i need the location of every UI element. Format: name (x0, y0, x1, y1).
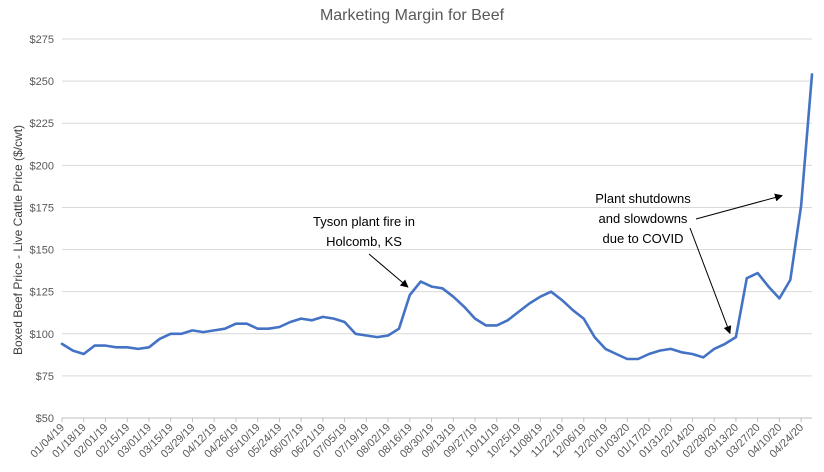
annotation-arrow (695, 193, 783, 220)
x-axis-ticks: 01/04/1901/18/1902/01/1902/15/1903/01/19… (28, 418, 806, 460)
annotation-text: Holcomb, KS (326, 234, 402, 249)
annotation-text: Plant shutdowns (595, 191, 691, 206)
y-axis-ticks: $50 $75 $100 $125 $150 $175 $200 $225 $250 $275 (30, 34, 54, 425)
y-tick-label: $200 (30, 160, 54, 172)
series-layer (60, 73, 814, 361)
annotation-arrow (689, 227, 732, 335)
annotations: Tyson plant fire in Holcomb, KS Plant shut… (313, 191, 783, 335)
y-tick-label: $175 (30, 202, 54, 214)
annotation-text: Tyson plant fire in (313, 214, 415, 229)
y-tick-label: $250 (30, 76, 54, 88)
series-line (60, 73, 814, 361)
annotation-arrow (368, 253, 409, 288)
y-tick-label: $50 (36, 413, 54, 425)
y-tick-label: $150 (30, 245, 54, 257)
gridlines (62, 38, 812, 419)
y-tick-label: $125 (30, 287, 54, 299)
annotation-text: and slowdowns (599, 211, 688, 226)
y-tick-label: $100 (30, 329, 54, 341)
y-tick-label: $275 (30, 34, 54, 46)
y-axis-label: Boxed Beef Price - Live Cattle Price ($/… (11, 125, 25, 355)
chart-title: Marketing Margin for Beef (320, 7, 505, 24)
y-tick-label: $75 (36, 371, 54, 383)
annotation-text: due to COVID (603, 231, 684, 246)
y-tick-label: $225 (30, 118, 54, 130)
